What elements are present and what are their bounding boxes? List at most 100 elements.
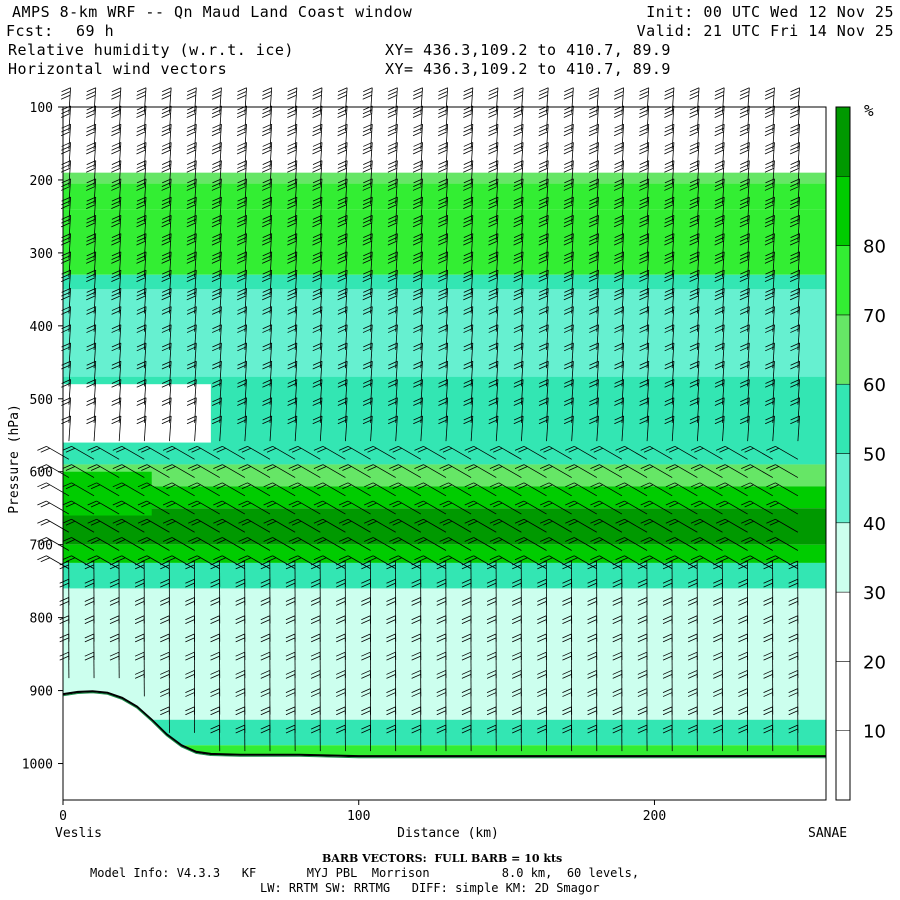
barb-feather xyxy=(488,379,499,384)
barb-feather xyxy=(588,222,599,228)
wind-barb xyxy=(689,287,700,314)
barb-feather xyxy=(312,342,323,348)
wind-barb xyxy=(513,233,524,259)
barb-feather xyxy=(538,364,549,370)
barb-staff xyxy=(674,482,698,497)
wind-barb xyxy=(262,123,273,150)
barb-feather xyxy=(687,655,698,661)
wind-barb xyxy=(413,379,423,405)
colorbar-frame xyxy=(835,106,851,801)
wind-barb xyxy=(287,324,298,350)
barb-feather xyxy=(538,382,549,388)
barb-feather xyxy=(689,113,699,118)
barb-feather xyxy=(212,255,222,260)
wind-barb xyxy=(161,196,172,223)
barb-feather xyxy=(637,597,648,602)
barb-feather xyxy=(438,145,448,151)
barb-feather xyxy=(664,200,674,206)
barb-feather xyxy=(714,382,725,388)
barb-feather xyxy=(614,251,624,257)
barb-feather xyxy=(412,186,423,191)
barb-feather xyxy=(136,324,147,330)
barb-feather xyxy=(438,419,448,425)
barb-feather xyxy=(417,520,428,526)
barb-feather xyxy=(587,633,597,639)
barb-feather xyxy=(212,145,222,151)
barb-staff xyxy=(297,445,321,460)
barb-feather xyxy=(262,255,272,260)
barb-feather xyxy=(185,710,195,716)
barb-feather xyxy=(714,186,724,191)
wind-barb xyxy=(463,105,474,132)
wind-barb xyxy=(262,142,273,168)
barb-feather xyxy=(687,728,698,734)
barb-feather xyxy=(589,379,599,384)
barb-feather xyxy=(765,196,775,202)
barb-feather xyxy=(134,582,145,588)
barb-feather xyxy=(136,218,146,224)
barb-feather xyxy=(291,484,302,490)
barb-feather xyxy=(362,200,373,206)
barb-feather xyxy=(392,447,402,453)
barb-feather xyxy=(313,555,324,561)
barb-feather xyxy=(589,273,599,279)
barb-feather xyxy=(514,537,525,542)
barb-feather xyxy=(564,342,574,348)
barb-feather xyxy=(486,633,497,639)
barb-feather xyxy=(260,633,270,639)
barb-feather xyxy=(287,196,297,202)
barb-feather xyxy=(765,87,775,93)
wind-barb xyxy=(714,379,725,405)
barb-feather xyxy=(612,724,622,730)
barb-staff xyxy=(624,518,648,533)
barb-feather xyxy=(387,273,398,279)
barb-feather xyxy=(438,360,448,366)
barb-feather xyxy=(287,218,297,224)
barb-feather xyxy=(166,502,176,508)
barb-feather xyxy=(488,328,498,333)
wind-barb xyxy=(211,142,222,168)
wind-barb xyxy=(263,537,296,551)
wind-barb xyxy=(513,342,524,369)
barb-staff xyxy=(272,518,296,533)
barb-feather xyxy=(136,273,146,279)
wind-barb xyxy=(312,251,323,277)
barb-feather xyxy=(639,164,649,169)
wind-barb xyxy=(211,178,222,205)
barb-feather xyxy=(790,215,800,220)
barb-feather xyxy=(562,582,572,588)
barb-feather xyxy=(386,615,396,621)
barb-feather xyxy=(590,445,600,451)
barb-feather xyxy=(287,287,297,293)
barb-feather xyxy=(563,91,574,96)
barb-feather xyxy=(513,415,524,421)
wind-barb xyxy=(213,445,246,460)
barb-feather xyxy=(486,724,497,730)
barb-feather xyxy=(310,601,321,606)
barb-feather xyxy=(312,142,323,147)
wind-barb xyxy=(588,233,599,259)
barb-feather xyxy=(388,324,398,330)
barb-feather xyxy=(111,287,122,293)
barb-feather xyxy=(210,692,220,697)
barb-staff xyxy=(71,464,95,478)
barb-feather xyxy=(364,482,374,488)
wind-barb xyxy=(287,379,298,405)
barb-feather xyxy=(543,539,553,544)
barb-feather xyxy=(287,109,297,115)
barb-feather xyxy=(186,255,197,260)
barb-feather xyxy=(436,692,446,697)
barb-feather xyxy=(493,484,503,490)
barb-feather xyxy=(161,287,172,293)
wind-barb xyxy=(563,360,574,387)
wind-barb xyxy=(590,482,623,497)
barb-feather xyxy=(512,578,522,584)
wind-barb xyxy=(690,482,723,497)
barb-feather xyxy=(665,555,676,561)
barb-feather xyxy=(764,94,775,100)
barb-feather xyxy=(766,500,776,506)
barb-feather xyxy=(237,251,247,257)
wind-barb xyxy=(488,160,499,186)
barb-feather xyxy=(260,619,270,624)
barb-feather xyxy=(337,94,347,100)
